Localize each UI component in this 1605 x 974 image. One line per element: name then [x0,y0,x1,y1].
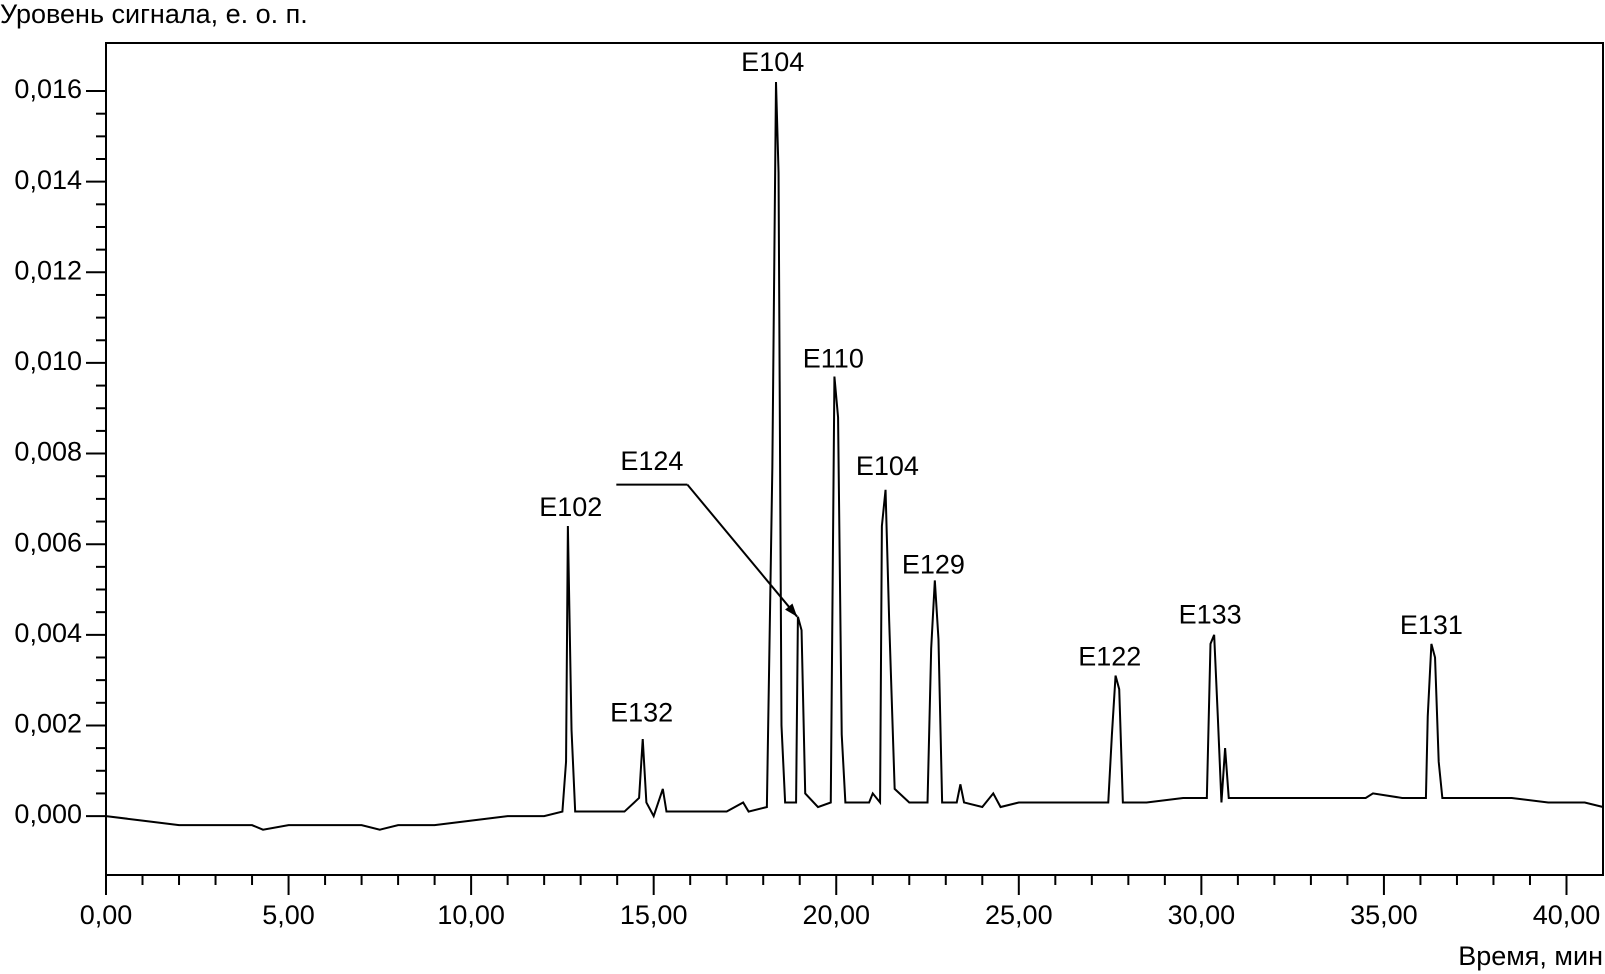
x-tick-label: 40,00 [1533,900,1601,930]
peak-label: E132 [610,698,673,728]
y-tick-label: 0,000 [14,799,82,829]
x-tick-label: 20,00 [802,900,870,930]
x-tick-label: 10,00 [437,900,505,930]
peak-label: E122 [1078,642,1141,672]
y-tick-label: 0,016 [14,74,82,104]
y-tick-label: 0,004 [14,618,82,648]
peak-label: E124 [620,446,683,476]
y-axis-label: Уровень сигнала, е. о. п. [0,0,308,29]
signal-line [105,81,1604,831]
x-tick-label: 15,00 [620,900,688,930]
peak-label: E102 [539,492,602,522]
y-tick-label: 0,012 [14,255,82,285]
arrow-head [785,603,798,617]
y-tick-label: 0,014 [14,165,82,195]
peak-label: E110 [803,343,864,373]
x-tick-label: 30,00 [1168,900,1236,930]
annotation-arrow [686,483,798,618]
peak-label: E104 [741,47,804,77]
x-tick-label: 5,00 [262,900,315,930]
peak-label: E129 [902,550,965,580]
y-tick-label: 0,008 [14,437,82,467]
peak-label: E133 [1179,599,1242,629]
y-tick-label: 0,006 [14,527,82,557]
x-tick-label: 25,00 [985,900,1053,930]
y-tick-label: 0,002 [14,709,82,739]
x-tick-label: 35,00 [1350,900,1418,930]
x-tick-label: 0,00 [80,900,133,930]
plot-frame [105,42,1604,876]
y-tick-label: 0,010 [14,346,82,376]
x-axis-label: Время, мин [1458,941,1603,971]
peak-label: E131 [1400,610,1463,640]
peak-label: E104 [856,451,919,481]
